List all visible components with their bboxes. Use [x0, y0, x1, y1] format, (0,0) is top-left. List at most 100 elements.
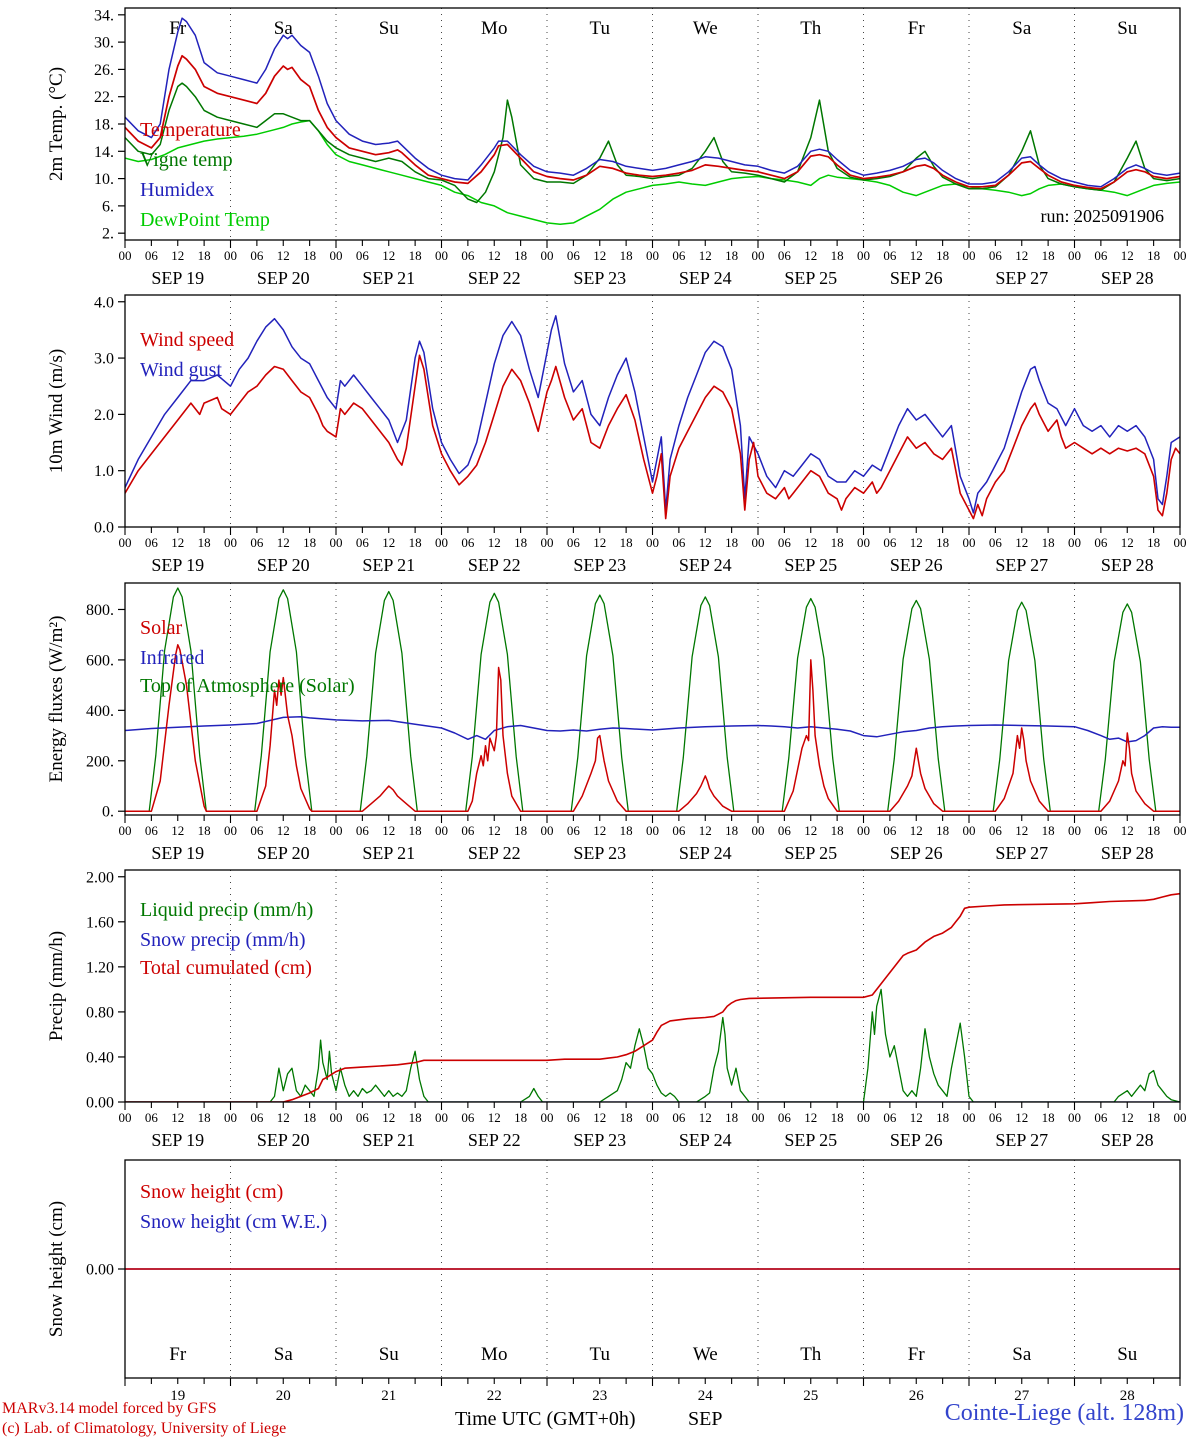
x-tick-label: 12	[488, 248, 501, 263]
x-tick-label: 18	[1042, 823, 1055, 838]
x-tick-label: 12	[277, 823, 290, 838]
x-tick-label: 06	[672, 823, 686, 838]
x-tick-label: 00	[857, 248, 870, 263]
day-label: SEP 21	[362, 1130, 415, 1150]
x-tick-label: 12	[593, 823, 606, 838]
series-wind-gust	[125, 315, 1180, 514]
series-dewpoint-temp	[125, 119, 1180, 226]
day-label: SEP 26	[890, 268, 943, 288]
x-tick-label: 00	[752, 248, 765, 263]
x-tick-label: 12	[804, 535, 817, 550]
x-tick-label: 00	[752, 823, 765, 838]
day-number-label: 19	[170, 1388, 185, 1404]
x-tick-label: 06	[250, 535, 264, 550]
day-label: SEP 24	[679, 555, 732, 575]
day-label: SEP 23	[573, 843, 626, 863]
y-tick-label: 18.	[94, 117, 114, 134]
day-label: SEP 24	[679, 1130, 732, 1150]
day-label: SEP 28	[1101, 843, 1154, 863]
x-tick-label: 18	[1042, 535, 1055, 550]
day-label: SEP 27	[995, 555, 1048, 575]
x-tick-label: 18	[725, 248, 738, 263]
x-tick-label: 12	[277, 1110, 290, 1125]
y-tick-label: 2.	[102, 226, 114, 243]
x-tick-label: 00	[963, 535, 976, 550]
day-number-label: 21	[381, 1388, 396, 1404]
x-tick-label: 06	[989, 823, 1003, 838]
x-tick-label: 18	[303, 823, 316, 838]
series-top-of-atmosphere-solar-	[125, 587, 1180, 812]
x-tick-label: 18	[303, 535, 316, 550]
day-label: SEP 27	[995, 843, 1048, 863]
x-tick-label: 18	[1147, 535, 1160, 550]
day-label: SEP 20	[257, 555, 310, 575]
x-tick-label: 18	[831, 1110, 844, 1125]
ylabel-energy: Energy fluxes (W/m²)	[46, 615, 67, 783]
legend-total-cumulated: Total cumulated (cm)	[140, 957, 312, 979]
x-tick-label: 00	[646, 535, 659, 550]
weekday-label: Su	[1117, 18, 1138, 39]
ylabel-wind: 10m Wind (m/s)	[46, 348, 67, 474]
x-tick-label: 00	[1068, 535, 1081, 550]
x-tick-label: 18	[725, 1110, 738, 1125]
footer-lab-credit: (c) Lab. of Climatology, University of L…	[2, 1420, 287, 1437]
y-tick-label: 30.	[94, 35, 114, 52]
x-tick-label: 06	[778, 248, 792, 263]
x-tick-label: 18	[620, 535, 633, 550]
x-tick-label: 12	[910, 248, 923, 263]
x-tick-label: 18	[514, 1110, 527, 1125]
x-tick-label: 06	[145, 823, 159, 838]
y-tick-label: 10.	[94, 171, 114, 188]
x-tick-label: 12	[804, 248, 817, 263]
weekday-label: Mo	[481, 1344, 507, 1365]
x-tick-label: 06	[145, 1110, 159, 1125]
x-tick-label: 00	[1068, 823, 1081, 838]
x-tick-label: 12	[699, 248, 712, 263]
day-label: SEP 22	[468, 843, 521, 863]
legend-dewpoint-temp: DewPoint Temp	[140, 209, 270, 231]
x-tick-label: 06	[356, 535, 370, 550]
x-tick-label: 06	[461, 248, 475, 263]
x-tick-label: 12	[382, 1110, 395, 1125]
legend-top-of-atmosphere: Top of Atmosphere (Solar)	[140, 675, 355, 697]
legend-vigne-temp: Vigne temp	[140, 149, 233, 171]
x-tick-label: 00	[224, 1110, 237, 1125]
x-tick-label: 00	[435, 823, 448, 838]
x-tick-label: 00	[330, 535, 343, 550]
legend-snow-height-we: Snow height (cm W.E.)	[140, 1211, 328, 1233]
x-tick-label: 00	[1174, 248, 1187, 263]
weekday-label: Mo	[481, 18, 507, 39]
run-label: run: 2025091906	[1040, 206, 1165, 226]
x-tick-label: 18	[198, 1110, 211, 1125]
weekday-label: Sa	[1012, 18, 1032, 39]
ylabel-precip: Precip (mm/h)	[46, 930, 67, 1042]
x-tick-label: 00	[224, 823, 237, 838]
series-humidex	[125, 17, 1180, 188]
x-tick-label: 06	[1094, 823, 1108, 838]
x-tick-label: 12	[910, 823, 923, 838]
x-tick-label: 12	[1015, 535, 1028, 550]
x-tick-label: 00	[857, 823, 870, 838]
y-tick-label: 600.	[86, 652, 114, 669]
x-tick-label: 06	[672, 535, 686, 550]
series-temperature	[125, 54, 1180, 190]
x-tick-label: 00	[224, 535, 237, 550]
x-tick-label: 06	[883, 823, 897, 838]
y-tick-label: 3.0	[94, 351, 114, 368]
x-tick-label: 06	[1094, 1110, 1108, 1125]
x-tick-label: 18	[303, 1110, 316, 1125]
day-label: SEP 21	[362, 268, 415, 288]
x-tick-label: 12	[1015, 248, 1028, 263]
y-tick-label: 1.20	[86, 959, 114, 976]
x-tick-label: 00	[435, 535, 448, 550]
x-tick-label: 06	[672, 1110, 686, 1125]
x-tick-label: 12	[171, 535, 184, 550]
x-tick-label: 06	[778, 823, 792, 838]
x-tick-label: 18	[1042, 248, 1055, 263]
day-label: SEP 22	[468, 555, 521, 575]
y-tick-label: 0.80	[86, 1004, 114, 1021]
x-tick-label: 12	[804, 1110, 817, 1125]
y-tick-label: 800.	[86, 602, 114, 619]
x-tick-label: 06	[461, 535, 475, 550]
